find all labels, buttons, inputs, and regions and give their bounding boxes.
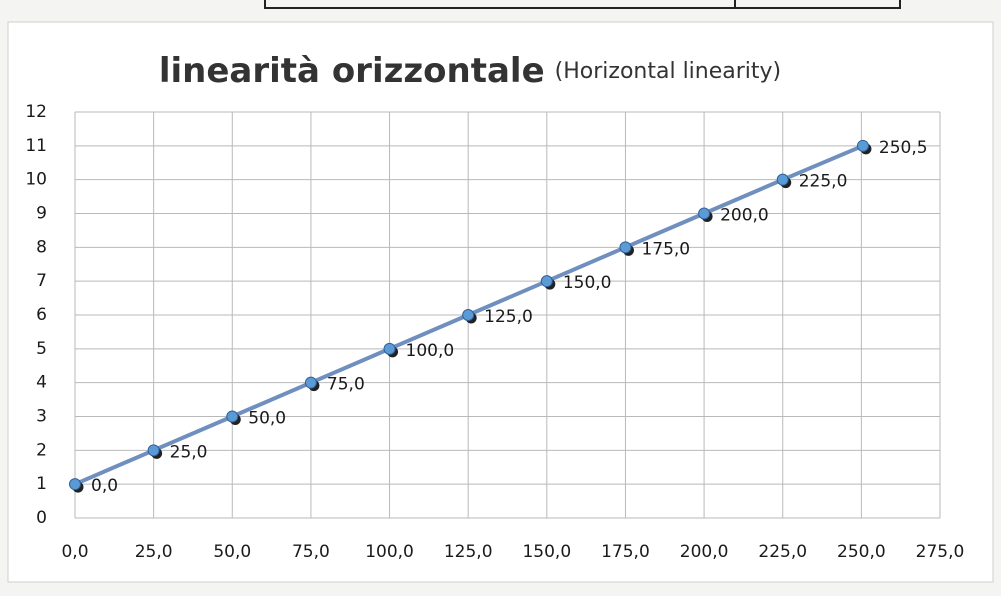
y-tick-label: 0: [36, 508, 47, 528]
y-tick-label: 1: [36, 474, 47, 494]
y-tick-label: 2: [36, 440, 47, 460]
data-label: 175,0: [641, 239, 690, 259]
marker: [462, 309, 475, 321]
y-tick-label: 9: [36, 204, 47, 224]
data-label: 50,0: [248, 409, 286, 429]
data-label: 125,0: [484, 307, 533, 327]
marker: [619, 241, 632, 254]
x-tick-label: 125,0: [444, 542, 493, 562]
marker: [856, 139, 869, 152]
x-tick-label: 100,0: [365, 542, 414, 562]
y-tick-label: 12: [25, 102, 47, 122]
y-tick-label: 11: [25, 136, 47, 156]
marker: [698, 207, 711, 220]
x-tick-label: 25,0: [135, 542, 173, 562]
marker: [540, 275, 553, 288]
marker: [69, 478, 81, 491]
marker: [147, 444, 160, 457]
y-tick-label: 5: [36, 339, 47, 359]
marker: [226, 410, 239, 423]
chart-subtitle: (Horizontal linearity): [555, 59, 781, 84]
data-label: 150,0: [563, 273, 612, 293]
x-tick-label: 200,0: [680, 542, 729, 562]
y-tick-label: 10: [25, 170, 47, 190]
x-tick-label: 275,0: [916, 542, 965, 562]
data-label: 225,0: [799, 172, 848, 192]
marker: [383, 342, 396, 355]
data-label: 75,0: [327, 375, 365, 395]
y-tick-label: 4: [36, 373, 47, 393]
x-tick-label: 0,0: [61, 542, 88, 562]
data-label: 0,0: [91, 476, 118, 496]
x-tick-label: 50,0: [213, 542, 251, 562]
data-label: 200,0: [720, 206, 769, 226]
x-tick-label: 225,0: [758, 542, 807, 562]
marker: [776, 173, 789, 186]
x-tick-label: 175,0: [601, 542, 650, 562]
data-label: 25,0: [170, 442, 208, 462]
y-tick-label: 6: [36, 305, 47, 325]
y-tick-label: 3: [36, 407, 47, 427]
table-edge: [264, 0, 901, 9]
chart-title: linearità orizzontale: [159, 51, 545, 91]
data-label: 250,5: [879, 138, 928, 158]
chart-title-group: linearità orizzontale (Horizontal lineari…: [159, 51, 781, 91]
x-tick-label: 250,0: [837, 542, 886, 562]
data-label: 100,0: [406, 341, 455, 361]
y-tick-label: 8: [36, 237, 47, 257]
x-tick-label: 150,0: [522, 542, 571, 562]
x-tick-label: 75,0: [292, 542, 330, 562]
marker: [304, 376, 317, 389]
y-tick-label: 7: [36, 271, 47, 291]
